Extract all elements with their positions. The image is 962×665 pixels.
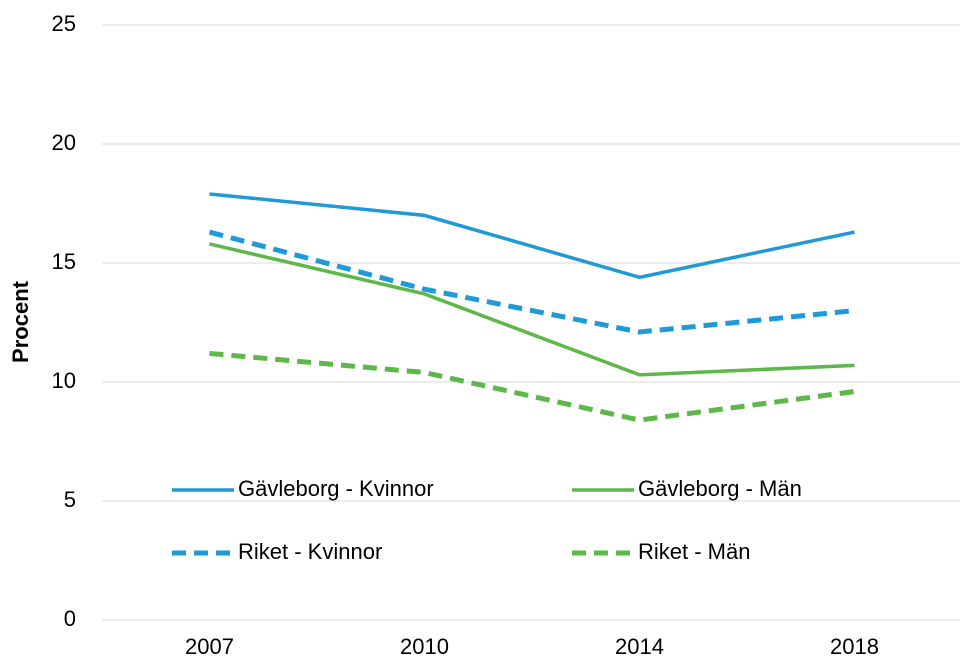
x-tick-label: 2018	[830, 634, 879, 659]
y-axis-label: Procent	[8, 280, 33, 363]
x-tick-label: 2007	[185, 634, 234, 659]
line-series	[209, 350, 855, 423]
y-tick-label: 5	[64, 487, 76, 512]
legend-label: Gävleborg - Män	[638, 476, 802, 501]
legend-label: Riket - Män	[638, 539, 750, 564]
line-series	[208, 229, 855, 335]
y-tick-label: 20	[52, 130, 76, 155]
line-series	[209, 242, 855, 377]
y-tick-label: 15	[52, 249, 76, 274]
y-tick-label: 10	[52, 368, 76, 393]
x-tick-label: 2014	[615, 634, 664, 659]
y-tick-label: 25	[52, 11, 76, 36]
x-tick-label: 2010	[400, 634, 449, 659]
legend-label: Riket - Kvinnor	[238, 539, 382, 564]
y-tick-label: 0	[64, 606, 76, 631]
legend-label: Gävleborg - Kvinnor	[238, 476, 434, 501]
line-series	[209, 192, 855, 280]
